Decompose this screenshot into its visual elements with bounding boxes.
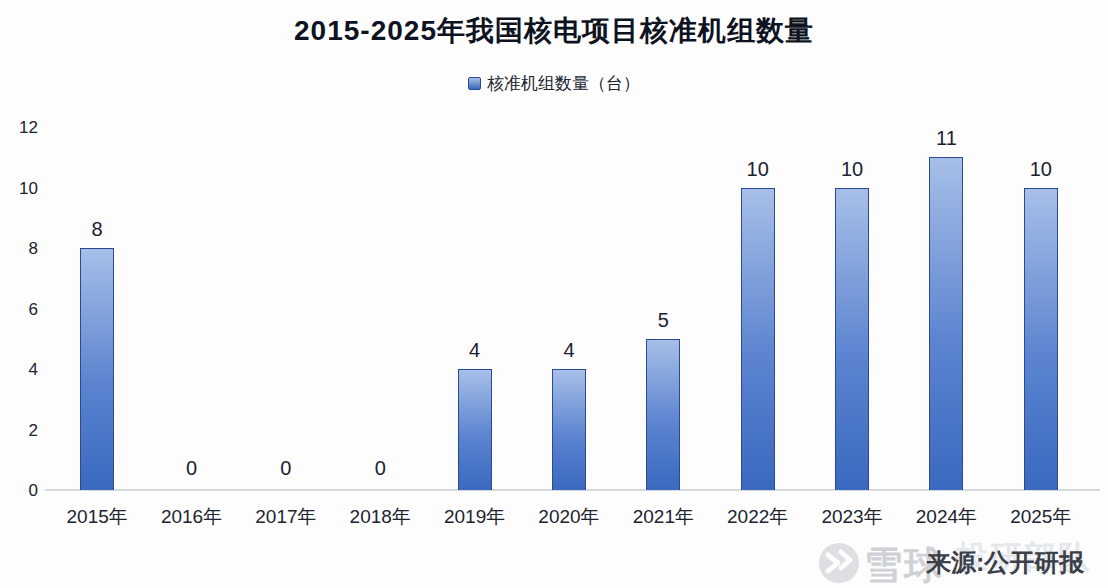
- bar-value-label: 0: [280, 458, 291, 478]
- watermark-faint-text: 投研部队: [956, 536, 1092, 580]
- bar-2021年: [646, 339, 680, 490]
- y-tick-label: 0: [29, 482, 38, 499]
- bar-value-label: 10: [747, 159, 769, 179]
- y-tick-label: 4: [29, 361, 38, 378]
- x-axis-label: 2022年: [727, 504, 788, 530]
- y-tick-label: 10: [19, 179, 38, 196]
- bar-value-label: 8: [92, 219, 103, 239]
- category-slot: 02016年: [144, 127, 238, 490]
- category-slot: 102023年: [805, 127, 899, 490]
- x-axis-label: 2015年: [67, 504, 128, 530]
- bar-2015年: [80, 248, 114, 490]
- y-tick-label: 2: [29, 421, 38, 438]
- bar-2020年: [552, 369, 586, 490]
- xueqiu-snowball-icon: [818, 542, 860, 584]
- bar-value-label: 10: [1030, 159, 1052, 179]
- plot-area: 82015年02016年02017年02018年42019年42020年5202…: [50, 127, 1088, 490]
- x-axis-label: 2023年: [821, 504, 882, 530]
- bar-2022年: [741, 188, 775, 491]
- x-axis-label: 2019年: [444, 504, 505, 530]
- x-axis-label: 2024年: [916, 504, 977, 530]
- x-axis-label: 2021年: [633, 504, 694, 530]
- bar-2025年: [1024, 188, 1058, 491]
- category-slot: 82015年: [50, 127, 144, 490]
- x-axis-label: 2016年: [161, 504, 222, 530]
- bar-value-label: 10: [841, 159, 863, 179]
- category-slot: 52021年: [616, 127, 710, 490]
- bar-value-label: 0: [375, 458, 386, 478]
- bar-value-label: 4: [563, 340, 574, 360]
- watermark-brand: 雪球: [864, 540, 944, 588]
- legend: 核准机组数量（台）: [0, 72, 1108, 95]
- category-slot: 42020年: [522, 127, 616, 490]
- x-axis-label: 2017年: [255, 504, 316, 530]
- y-tick-label: 8: [29, 240, 38, 257]
- chart-canvas: 2015-2025年我国核电项目核准机组数量 核准机组数量（台） 0 2 4 6 8 10…: [0, 0, 1108, 588]
- source-note: 来源:公开研报: [926, 546, 1084, 579]
- chart-title: 2015-2025年我国核电项目核准机组数量: [0, 12, 1108, 50]
- x-axis-label: 2018年: [350, 504, 411, 530]
- legend-series-swatch-icon: [468, 77, 481, 90]
- category-slot: 102025年: [994, 127, 1088, 490]
- bar-2023年: [835, 188, 869, 491]
- category-slot: 102022年: [711, 127, 805, 490]
- bar-2024年: [929, 157, 963, 490]
- category-slot: 02018年: [333, 127, 427, 490]
- legend-label: 核准机组数量（台）: [487, 72, 640, 95]
- y-axis: 024681012: [0, 127, 38, 490]
- category-slot: 42019年: [427, 127, 521, 490]
- bar-value-label: 0: [186, 458, 197, 478]
- bar-value-label: 5: [658, 310, 669, 330]
- category-slot: 02017年: [239, 127, 333, 490]
- y-tick-label: 12: [19, 119, 38, 136]
- bar-value-label: 11: [936, 128, 957, 148]
- y-tick-label: 6: [29, 300, 38, 317]
- x-axis-label: 2025年: [1010, 504, 1071, 530]
- bar-2019年: [458, 369, 492, 490]
- watermark: 投研部队 雪球 来源:公开研报: [808, 538, 1108, 588]
- x-axis-label: 2020年: [538, 504, 599, 530]
- category-slot: 112024年: [899, 127, 993, 490]
- bar-value-label: 4: [469, 340, 480, 360]
